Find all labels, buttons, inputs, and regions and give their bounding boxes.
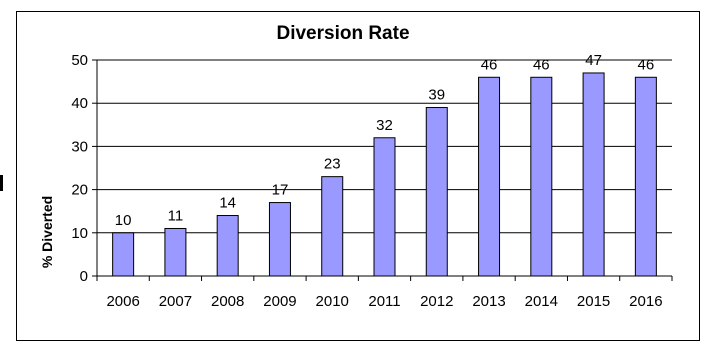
- x-tick-label-2013: 2013: [472, 293, 505, 310]
- bar-2006: [112, 232, 135, 277]
- data-label-2009: 17: [272, 182, 289, 199]
- y-tick-label-30: 30: [71, 138, 88, 155]
- bar-2011: [373, 137, 396, 277]
- bar-2010: [321, 176, 344, 277]
- frame-edge-mark: [0, 175, 3, 191]
- bar-2007: [164, 227, 187, 277]
- x-tick-label-2010: 2010: [316, 293, 349, 310]
- axes: [92, 59, 673, 281]
- bar-2014: [530, 76, 553, 277]
- tick-labels: 0 10 20 30 40 50 2006 2007 2008 2009 2010 2011 2012 2…: [71, 52, 662, 310]
- bar-2015: [582, 72, 605, 277]
- data-label-2011: 32: [376, 117, 393, 134]
- x-tick-label-2009: 2009: [263, 293, 296, 310]
- y-tick-label-40: 40: [71, 95, 88, 112]
- bar-2016: [634, 76, 657, 277]
- data-label-2010: 23: [324, 156, 341, 173]
- x-tick-label-2008: 2008: [211, 293, 244, 310]
- x-tick-label-2012: 2012: [420, 293, 453, 310]
- data-label-2014: 46: [533, 56, 550, 73]
- data-label-2015: 47: [585, 52, 602, 69]
- x-tick-label-2007: 2007: [159, 293, 192, 310]
- y-axis-label: % Diverted: [39, 196, 55, 268]
- data-label-2006: 10: [115, 212, 132, 229]
- x-tick-label-2006: 2006: [106, 293, 139, 310]
- y-tick-label-20: 20: [71, 182, 88, 199]
- x-tick-label-2016: 2016: [629, 293, 662, 310]
- bar-2013: [478, 76, 501, 277]
- bars: [112, 72, 657, 277]
- data-labels: 10 11 14 17 23 32 39 46 46 47 46: [115, 52, 654, 229]
- bar-2008: [216, 215, 239, 277]
- x-tick-label-2011: 2011: [368, 293, 400, 310]
- x-tick-label-2014: 2014: [525, 293, 558, 310]
- x-tick-label-2015: 2015: [577, 293, 610, 310]
- bar-2012: [425, 107, 448, 277]
- data-label-2008: 14: [219, 195, 236, 212]
- chart-title: Diversion Rate: [276, 23, 409, 44]
- data-label-2007: 11: [168, 207, 184, 224]
- data-label-2012: 39: [428, 87, 445, 104]
- bar-2009: [268, 202, 291, 277]
- y-tick-label-50: 50: [71, 52, 88, 69]
- data-label-2013: 46: [481, 56, 498, 73]
- y-tick-label-0: 0: [80, 268, 88, 285]
- data-label-2016: 46: [638, 56, 655, 73]
- y-tick-label-10: 10: [71, 225, 88, 242]
